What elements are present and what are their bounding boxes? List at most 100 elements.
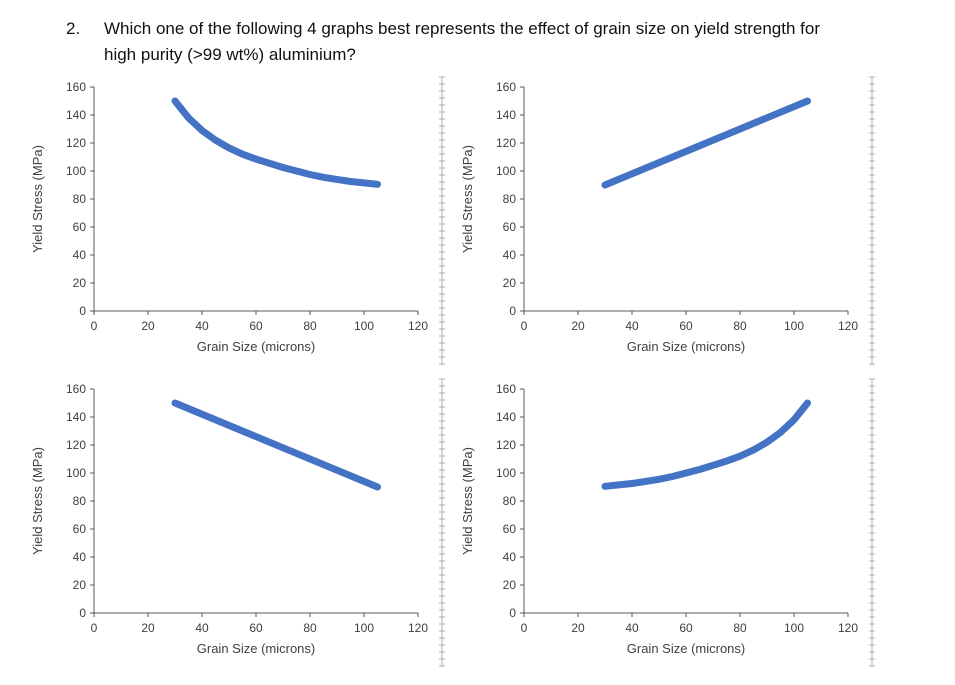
y-tick-label: 20 [73,578,87,592]
x-tick-label: 40 [195,621,209,635]
x-axis-title: Grain Size (microns) [197,641,315,656]
y-axis-title: Yield Stress (MPa) [30,447,45,555]
x-tick-label: 20 [141,319,155,333]
x-tick-label: 80 [733,621,747,635]
y-tick-label: 60 [503,522,517,536]
y-tick-label: 80 [73,192,87,206]
y-axis-title: Yield Stress (MPa) [460,145,475,253]
y-tick-label: 40 [73,550,87,564]
x-tick-label: 0 [521,319,528,333]
y-tick-label: 140 [66,108,86,122]
question-text: Which one of the following 4 graphs best… [104,19,820,64]
y-tick-label: 160 [66,80,86,94]
x-axis-title: Grain Size (microns) [627,641,745,656]
x-tick-label: 0 [91,319,98,333]
y-tick-label: 120 [66,438,86,452]
series-line [171,97,381,188]
y-tick-label: 20 [73,276,87,290]
x-axis-title: Grain Size (microns) [197,339,315,354]
x-tick-label: 40 [625,621,639,635]
y-tick-label: 60 [73,522,87,536]
y-axis-title: Yield Stress (MPa) [30,145,45,253]
x-tick-label: 20 [571,621,585,635]
x-tick-label: 60 [249,621,263,635]
y-tick-label: 160 [496,382,516,396]
y-axis: 0 20 40 60 80 100 120 140 160 [496,382,525,620]
y-tick-label: 100 [66,466,86,480]
y-tick-label: 40 [503,550,517,564]
y-tick-label: 100 [66,164,86,178]
x-tick-label: 80 [303,621,317,635]
x-tick-label: 120 [408,621,428,635]
y-tick-label: 20 [503,276,517,290]
y-tick-label: 60 [73,220,87,234]
x-tick-label: 20 [571,319,585,333]
x-axis: 0 20 40 60 80 100 120 [521,310,858,333]
series-line [171,399,381,491]
x-tick-label: 60 [679,621,693,635]
y-tick-label: 40 [503,248,517,262]
chart-top-left-svg: 0 20 40 60 80 100 120 140 160 0 20 40 60 80 100 120 Grai… [30,76,445,365]
right-ruler [869,76,875,365]
y-tick-label: 80 [73,494,87,508]
y-tick-label: 80 [503,192,517,206]
y-tick-label: 60 [503,220,517,234]
x-tick-label: 40 [195,319,209,333]
y-tick-label: 0 [79,606,86,620]
x-tick-label: 80 [733,319,747,333]
y-tick-label: 120 [496,438,516,452]
y-tick-label: 160 [66,382,86,396]
y-tick-label: 120 [496,136,516,150]
x-tick-label: 0 [91,621,98,635]
x-tick-label: 100 [784,621,804,635]
y-tick-label: 140 [66,410,86,424]
x-tick-label: 120 [408,319,428,333]
y-tick-label: 40 [73,248,87,262]
chart-bottom-right-svg: 0 20 40 60 80 100 120 140 160 0 20 40 60 80 100 120 Grai… [460,378,875,667]
x-tick-label: 120 [838,621,858,635]
chart-bottom-right: 0 20 40 60 80 100 120 140 160 0 20 40 60 80 100 120 Grai… [456,375,886,673]
y-tick-label: 120 [66,136,86,150]
y-tick-label: 100 [496,466,516,480]
x-axis: 0 20 40 60 80 100 120 [521,612,858,635]
y-axis-title: Yield Stress (MPa) [460,447,475,555]
y-axis: 0 20 40 60 80 100 120 140 160 [66,80,95,318]
x-tick-label: 0 [521,621,528,635]
y-tick-label: 160 [496,80,516,94]
x-axis: 0 20 40 60 80 100 120 [91,310,428,333]
x-tick-label: 20 [141,621,155,635]
x-tick-label: 120 [838,319,858,333]
series-line [601,97,811,189]
chart-top-left: 0 20 40 60 80 100 120 140 160 0 20 40 60 80 100 120 Grai… [26,73,456,371]
x-tick-label: 40 [625,319,639,333]
right-ruler [439,378,445,667]
x-tick-label: 100 [354,621,374,635]
y-tick-label: 0 [79,304,86,318]
x-axis: 0 20 40 60 80 100 120 [91,612,428,635]
chart-bottom-left: 0 20 40 60 80 100 120 140 160 0 20 40 60 80 100 120 Grai… [26,375,456,673]
x-tick-label: 100 [354,319,374,333]
x-tick-label: 80 [303,319,317,333]
chart-top-right-svg: 0 20 40 60 80 100 120 140 160 0 20 40 60 80 100 120 Grai… [460,76,875,365]
y-tick-label: 0 [509,304,516,318]
y-tick-label: 0 [509,606,516,620]
y-tick-label: 20 [503,578,517,592]
charts-grid: 0 20 40 60 80 100 120 140 160 0 20 40 60 80 100 120 Grai… [26,73,955,675]
y-axis: 0 20 40 60 80 100 120 140 160 [496,80,525,318]
x-tick-label: 60 [249,319,263,333]
chart-bottom-left-svg: 0 20 40 60 80 100 120 140 160 0 20 40 60 80 100 120 Grai… [30,378,445,667]
y-tick-label: 100 [496,164,516,178]
y-axis: 0 20 40 60 80 100 120 140 160 [66,382,95,620]
x-axis-title: Grain Size (microns) [627,339,745,354]
right-ruler [869,378,875,667]
y-tick-label: 140 [496,410,516,424]
question-number: 2. [66,19,81,38]
x-tick-label: 60 [679,319,693,333]
y-tick-label: 80 [503,494,517,508]
x-tick-label: 100 [784,319,804,333]
y-tick-label: 140 [496,108,516,122]
series-line [601,399,811,490]
chart-top-right: 0 20 40 60 80 100 120 140 160 0 20 40 60 80 100 120 Grai… [456,73,886,371]
right-ruler [439,76,445,365]
